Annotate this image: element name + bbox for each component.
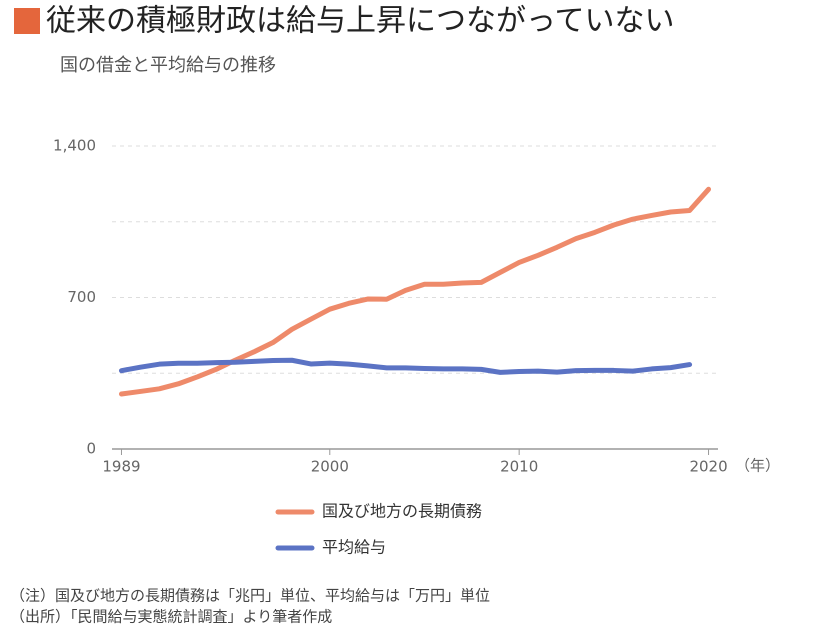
x-tick-label: 1989 xyxy=(102,458,140,476)
note: （注）国及び地方の長期債務は「兆円」単位、平均給与は「万円」単位 xyxy=(10,587,490,605)
y-tick-label: 1,400 xyxy=(53,137,96,155)
legend-label: 平均給与 xyxy=(322,538,386,557)
x-tick-label: 2020 xyxy=(689,458,727,476)
chart-title: 従来の積極財政は給与上昇につながっていない xyxy=(46,4,675,39)
x-tick-label: 2000 xyxy=(311,458,349,476)
x-tick-label: 2010 xyxy=(500,458,538,476)
y-tick-label: 700 xyxy=(67,288,96,306)
note: （出所）「民間給与実態統計調査」より筆者作成 xyxy=(10,608,332,626)
series-line xyxy=(118,357,693,375)
y-tick-label: 0 xyxy=(86,440,96,458)
legend-label: 国及び地方の長期債務 xyxy=(322,502,482,521)
title-marker xyxy=(14,8,40,34)
chart-subtitle: 国の借金と平均給与の推移 xyxy=(60,55,276,76)
x-axis-label: （年） xyxy=(735,457,780,475)
series-line xyxy=(118,186,712,397)
